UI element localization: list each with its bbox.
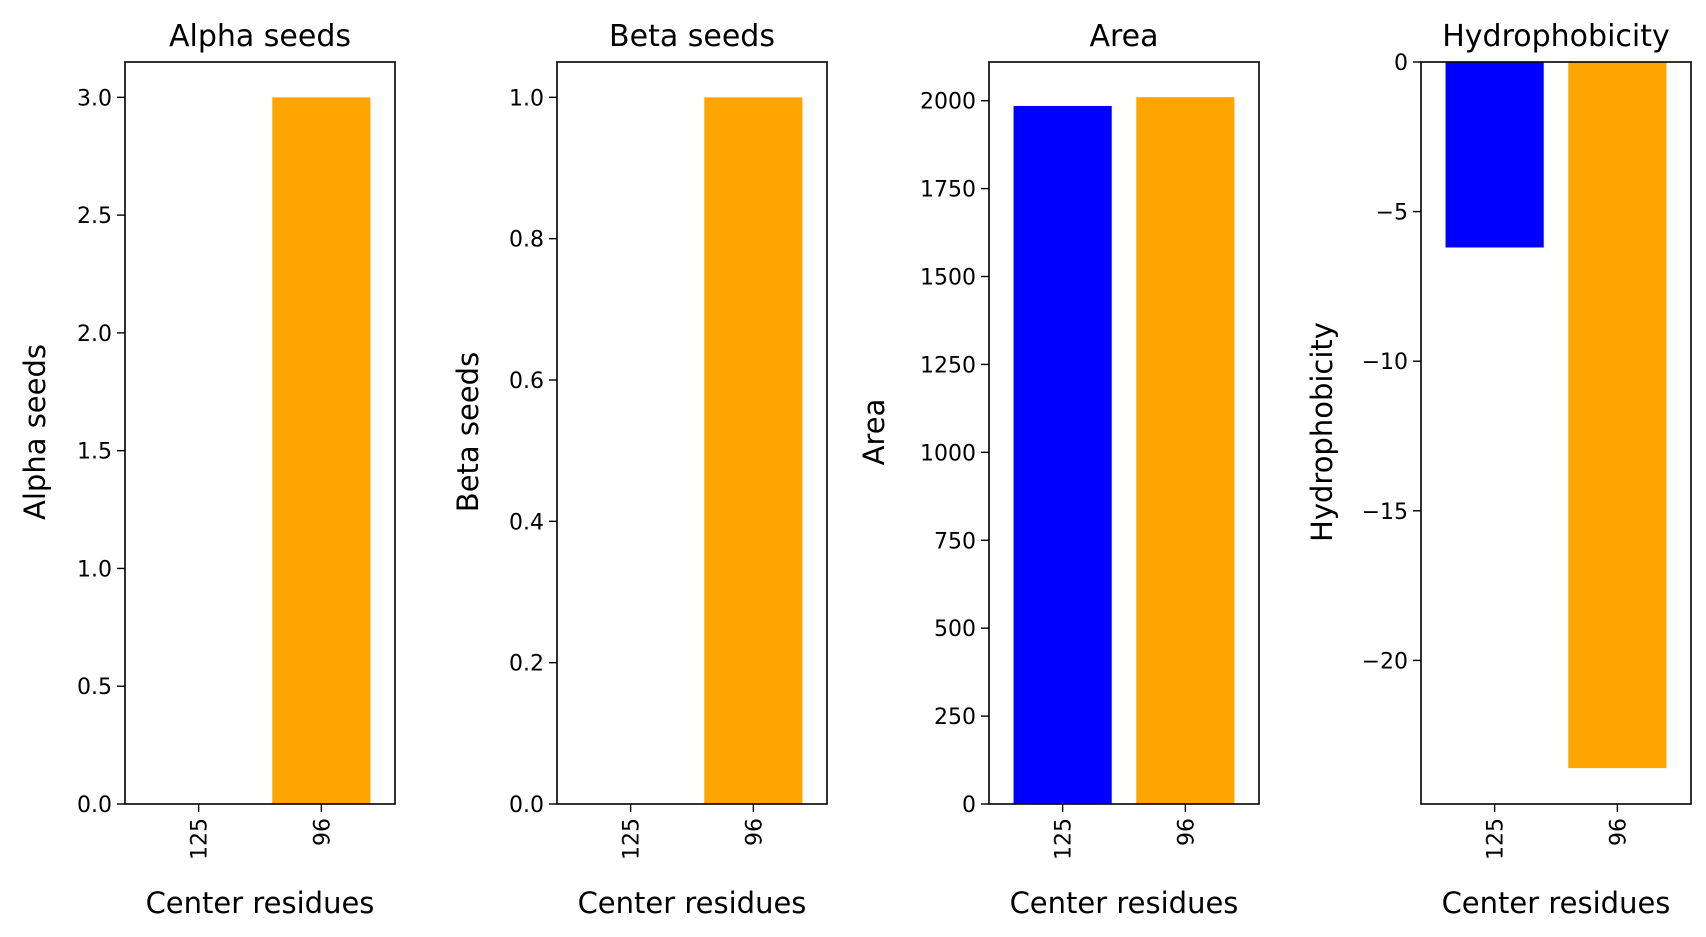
y-tick-label: 750 <box>934 529 976 554</box>
y-tick-label: 500 <box>934 617 976 642</box>
x-tick-label: 125 <box>620 818 645 860</box>
y-tick-label: 2.5 <box>77 204 112 229</box>
x-axis-label: Center residues <box>146 886 375 920</box>
y-tick-label: 2000 <box>920 90 976 115</box>
y-tick-label: −15 <box>1362 500 1408 525</box>
y-tick-label: 0.8 <box>509 228 544 253</box>
y-tick-label: 1000 <box>920 441 976 466</box>
y-tick-label: 0.6 <box>509 369 544 394</box>
y-tick-label: 0.4 <box>509 510 544 535</box>
chart-title: Alpha seeds <box>169 19 351 54</box>
plot-frame <box>1420 61 1692 805</box>
y-tick-label: 1500 <box>920 266 976 291</box>
plot-frame <box>988 61 1260 805</box>
y-ticks: 0 −5 −10 −15 −20 <box>1362 51 1421 674</box>
x-tick-label: 125 <box>188 818 213 860</box>
y-tick-label: −5 <box>1376 201 1408 226</box>
y-ticks: 0.0 0.5 1.0 1.5 2.0 2.5 3.0 <box>77 86 125 818</box>
y-tick-label: 2.0 <box>77 322 112 347</box>
x-ticks: 125 96 <box>188 804 335 860</box>
plot-frame <box>556 61 828 805</box>
bars <box>1013 97 1235 805</box>
x-axis-label: Center residues <box>1010 886 1239 920</box>
y-axis-label: Area <box>857 399 891 466</box>
bars <box>272 97 371 804</box>
bar-96 <box>704 97 803 804</box>
bar-96 <box>1568 62 1667 769</box>
x-axis-label: Center residues <box>578 886 807 920</box>
bar-96 <box>272 97 371 804</box>
y-axis-label: Hydrophobicity <box>1305 322 1339 542</box>
y-axis-label: Alpha seeds <box>18 344 52 520</box>
bars <box>704 97 803 804</box>
y-tick-label: 0 <box>962 793 976 818</box>
x-ticks: 125 96 <box>1052 804 1199 860</box>
y-axis-label: Beta seeds <box>451 352 485 512</box>
x-tick-label: 125 <box>1052 818 1077 860</box>
y-tick-label: 1.0 <box>77 557 112 582</box>
bar-125 <box>1445 62 1544 248</box>
subplot-beta-seeds: Beta seeds Beta seeds Center residues 0.… <box>451 19 828 920</box>
y-tick-label: 0.0 <box>509 793 544 818</box>
x-ticks: 125 96 <box>1484 804 1631 860</box>
x-ticks: 125 96 <box>620 804 767 860</box>
y-tick-label: −20 <box>1362 649 1408 674</box>
y-tick-label: −10 <box>1362 350 1408 375</box>
chart-title: Hydrophobicity <box>1442 19 1670 54</box>
plot-frame <box>124 61 396 805</box>
y-tick-label: 0.0 <box>77 793 112 818</box>
chart-title: Area <box>1089 19 1158 54</box>
y-ticks: 0 250 500 750 1000 1250 1500 1750 2000 <box>920 90 989 818</box>
x-axis-label: Center residues <box>1442 886 1671 920</box>
subplot-alpha-seeds: Alpha seeds Alpha seeds Center residues … <box>18 19 396 920</box>
x-tick-label: 96 <box>1606 818 1631 846</box>
y-tick-label: 1750 <box>920 178 976 203</box>
chart-title: Beta seeds <box>609 19 775 54</box>
y-tick-label: 1250 <box>920 353 976 378</box>
x-tick-label: 125 <box>1484 818 1509 860</box>
y-ticks: 0.0 0.2 0.4 0.6 0.8 1.0 <box>509 86 557 818</box>
bars <box>1445 62 1667 769</box>
x-tick-label: 96 <box>310 818 335 846</box>
bar-125 <box>1013 105 1112 804</box>
bar-96 <box>1136 97 1235 805</box>
y-tick-label: 0 <box>1394 51 1408 76</box>
y-tick-label: 1.5 <box>77 440 112 465</box>
subplot-hydrophobicity: Hydrophobicity Hydrophobicity Center res… <box>1305 19 1692 920</box>
y-tick-label: 250 <box>934 705 976 730</box>
y-tick-label: 0.5 <box>77 675 112 700</box>
y-tick-label: 0.2 <box>509 652 544 677</box>
subplot-area: Area Area Center residues 0 250 500 750 1000… <box>857 19 1260 920</box>
y-tick-label: 1.0 <box>509 86 544 111</box>
x-tick-label: 96 <box>742 818 767 846</box>
x-tick-label: 96 <box>1174 818 1199 846</box>
y-tick-label: 3.0 <box>77 86 112 111</box>
